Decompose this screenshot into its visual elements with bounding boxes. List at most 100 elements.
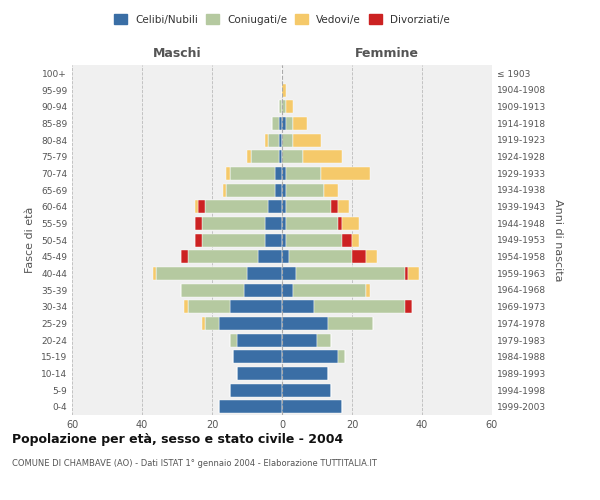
Bar	[278, 150, 282, 163]
Bar	[286, 217, 338, 230]
Text: Maschi: Maschi	[152, 47, 202, 60]
Bar	[282, 284, 293, 296]
Bar	[268, 200, 282, 213]
Y-axis label: Fasce di età: Fasce di età	[25, 207, 35, 273]
Bar	[194, 200, 198, 213]
Bar	[271, 117, 278, 130]
Bar	[236, 334, 282, 346]
Bar	[194, 217, 202, 230]
Y-axis label: Anni di nascita: Anni di nascita	[553, 198, 563, 281]
Bar	[341, 217, 359, 230]
Bar	[282, 384, 331, 396]
Text: Popolazione per età, sesso e stato civile - 2004: Popolazione per età, sesso e stato civil…	[12, 432, 343, 446]
Bar	[341, 234, 352, 246]
Bar	[286, 200, 331, 213]
Bar	[338, 200, 349, 213]
Bar	[282, 400, 341, 413]
Bar	[286, 117, 293, 130]
Bar	[338, 217, 341, 230]
Bar	[181, 284, 244, 296]
Bar	[198, 200, 205, 213]
Bar	[314, 300, 404, 313]
Bar	[223, 184, 226, 196]
Bar	[282, 184, 286, 196]
Bar	[404, 267, 408, 280]
Bar	[282, 200, 286, 213]
Bar	[275, 167, 282, 180]
Bar	[181, 250, 187, 263]
Bar	[229, 300, 282, 313]
Bar	[352, 234, 359, 246]
Bar	[289, 250, 352, 263]
Bar	[286, 167, 320, 180]
Bar	[251, 150, 278, 163]
Bar	[152, 267, 156, 280]
Bar	[282, 267, 296, 280]
Bar	[282, 317, 328, 330]
Bar	[247, 150, 251, 163]
Bar	[282, 150, 303, 163]
Bar	[338, 350, 345, 363]
Bar	[229, 334, 236, 346]
Bar	[268, 134, 278, 146]
Text: Femmine: Femmine	[355, 47, 419, 60]
Bar	[286, 184, 324, 196]
Bar	[404, 300, 412, 313]
Bar	[282, 234, 286, 246]
Bar	[293, 134, 320, 146]
Bar	[257, 250, 282, 263]
Bar	[187, 300, 229, 313]
Bar	[286, 234, 341, 246]
Bar	[282, 100, 286, 113]
Bar	[219, 400, 282, 413]
Bar	[293, 284, 366, 296]
Bar	[331, 200, 338, 213]
Bar	[226, 184, 275, 196]
Bar	[282, 367, 328, 380]
Bar	[317, 334, 331, 346]
Bar	[202, 217, 265, 230]
Bar	[282, 217, 286, 230]
Text: COMUNE DI CHAMBAVE (AO) - Dati ISTAT 1° gennaio 2004 - Elaborazione TUTTITALIA.I: COMUNE DI CHAMBAVE (AO) - Dati ISTAT 1° …	[12, 459, 377, 468]
Bar	[282, 117, 286, 130]
Bar	[352, 250, 366, 263]
Bar	[226, 167, 229, 180]
Bar	[202, 317, 205, 330]
Bar	[366, 284, 370, 296]
Bar	[286, 100, 293, 113]
Bar	[282, 167, 286, 180]
Bar	[282, 300, 314, 313]
Bar	[233, 350, 282, 363]
Bar	[265, 134, 268, 146]
Bar	[229, 167, 275, 180]
Bar	[282, 334, 317, 346]
Bar	[265, 217, 282, 230]
Bar	[278, 117, 282, 130]
Bar	[219, 317, 282, 330]
Bar	[303, 150, 341, 163]
Bar	[296, 267, 404, 280]
Bar	[265, 234, 282, 246]
Bar	[275, 184, 282, 196]
Bar	[202, 234, 265, 246]
Bar	[244, 284, 282, 296]
Bar	[229, 384, 282, 396]
Bar	[282, 134, 293, 146]
Bar	[282, 250, 289, 263]
Bar	[278, 134, 282, 146]
Bar	[205, 200, 268, 213]
Bar	[156, 267, 247, 280]
Bar	[184, 300, 187, 313]
Bar	[324, 184, 338, 196]
Bar	[408, 267, 419, 280]
Bar	[320, 167, 370, 180]
Bar	[278, 100, 282, 113]
Bar	[236, 367, 282, 380]
Bar	[187, 250, 257, 263]
Bar	[282, 84, 286, 96]
Bar	[293, 117, 307, 130]
Bar	[282, 350, 338, 363]
Bar	[194, 234, 202, 246]
Bar	[247, 267, 282, 280]
Legend: Celibi/Nubili, Coniugati/e, Vedovi/e, Divorziati/e: Celibi/Nubili, Coniugati/e, Vedovi/e, Di…	[110, 10, 454, 29]
